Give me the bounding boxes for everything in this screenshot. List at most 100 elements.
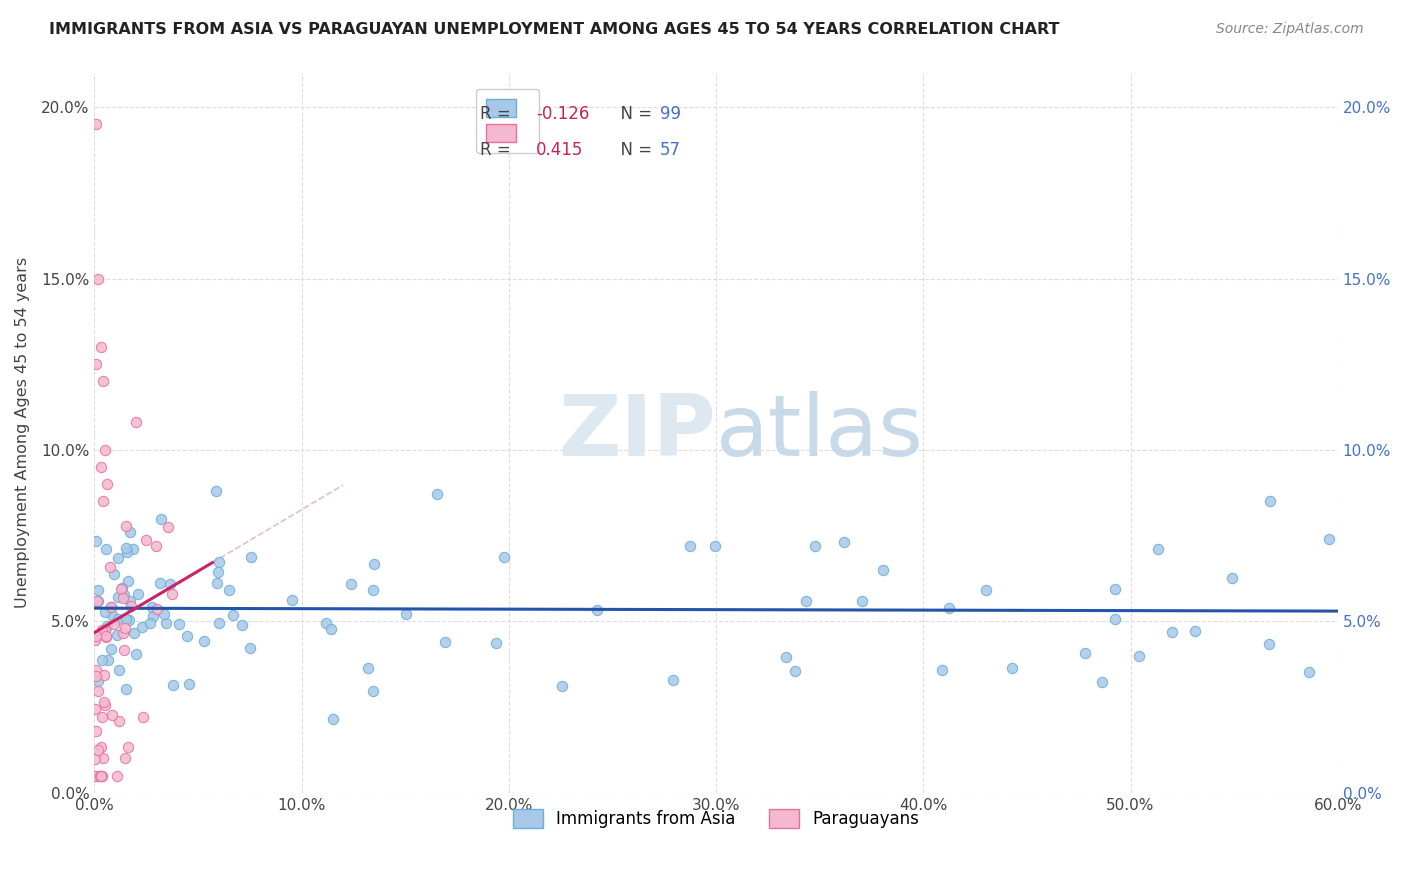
Point: [101, 607, 124, 622]
Point: [135, 533, 157, 548]
Point: [84, 669, 107, 683]
Point: [111, 625, 134, 640]
Point: [86, 594, 108, 608]
Point: [361, 582, 384, 597]
Point: [426, 486, 449, 500]
Point: [90, 768, 112, 782]
Point: [84, 768, 107, 782]
Point: [149, 576, 172, 591]
Point: [100, 599, 122, 614]
Point: [1001, 661, 1024, 675]
Text: IMMIGRANTS FROM ASIA VS PARAGUAYAN UNEMPLOYMENT AMONG AGES 45 TO 54 YEARS CORREL: IMMIGRANTS FROM ASIA VS PARAGUAYAN UNEMP…: [49, 22, 1060, 37]
Point: [118, 613, 141, 627]
Point: [132, 710, 155, 724]
Point: [319, 622, 342, 636]
Point: [176, 629, 198, 643]
Point: [1074, 647, 1097, 661]
Point: [205, 484, 228, 499]
Point: [207, 565, 229, 579]
Legend: Immigrants from Asia, Paraguayans: Immigrants from Asia, Paraguayans: [506, 803, 925, 835]
Point: [84, 663, 107, 677]
Point: [160, 587, 183, 601]
Point: [141, 599, 163, 614]
Point: [121, 542, 143, 557]
Point: [339, 577, 361, 591]
Point: [120, 593, 142, 607]
Point: [872, 563, 894, 577]
Point: [107, 612, 129, 626]
Point: [90, 460, 112, 475]
Point: [239, 640, 262, 655]
Point: [1257, 637, 1279, 651]
Point: [114, 621, 136, 635]
Point: [84, 629, 107, 643]
Point: [1258, 494, 1281, 508]
Point: [120, 599, 142, 614]
Point: [84, 768, 107, 782]
Point: [153, 607, 176, 621]
Text: 57: 57: [659, 141, 681, 160]
Point: [167, 616, 190, 631]
Point: [91, 494, 114, 508]
Point: [1184, 624, 1206, 639]
Point: [108, 714, 131, 728]
Point: [395, 607, 418, 622]
Text: N =: N =: [610, 105, 658, 123]
Point: [177, 677, 200, 691]
Point: [94, 630, 117, 644]
Point: [90, 652, 112, 666]
Point: [87, 684, 110, 698]
Point: [86, 534, 108, 549]
Text: Source: ZipAtlas.com: Source: ZipAtlas.com: [1216, 22, 1364, 37]
Point: [90, 624, 112, 638]
Point: [101, 707, 124, 722]
Point: [84, 702, 107, 716]
Point: [157, 520, 180, 534]
Point: [90, 740, 112, 755]
Point: [363, 684, 385, 698]
Point: [94, 624, 117, 638]
Point: [834, 534, 856, 549]
Point: [1104, 611, 1126, 625]
Point: [785, 664, 807, 678]
Point: [363, 557, 385, 571]
Point: [97, 653, 120, 667]
Point: [208, 555, 231, 569]
Point: [112, 643, 135, 657]
Point: [205, 576, 228, 591]
Point: [117, 574, 139, 588]
Point: [149, 511, 172, 525]
Point: [120, 525, 142, 540]
Point: [974, 582, 997, 597]
Point: [662, 673, 685, 687]
Point: [484, 635, 506, 649]
Point: [107, 768, 129, 782]
Point: [155, 615, 177, 630]
Point: [96, 629, 118, 643]
Point: [357, 661, 380, 675]
Point: [125, 416, 148, 430]
Point: [91, 750, 114, 764]
Point: [145, 539, 167, 553]
Point: [87, 743, 110, 757]
Point: [93, 442, 115, 457]
Point: [87, 674, 110, 689]
Text: 99: 99: [659, 105, 681, 123]
Point: [794, 594, 817, 608]
Point: [115, 545, 138, 559]
Point: [207, 616, 229, 631]
Point: [91, 710, 114, 724]
Point: [159, 577, 181, 591]
Point: [114, 751, 136, 765]
Point: [84, 724, 107, 739]
Point: [112, 591, 135, 606]
Point: [90, 768, 112, 782]
Point: [851, 593, 873, 607]
Point: [322, 712, 344, 726]
Point: [107, 550, 129, 565]
Point: [84, 633, 107, 648]
Point: [551, 679, 574, 693]
Point: [96, 619, 118, 633]
Point: [115, 519, 138, 533]
Point: [139, 616, 162, 631]
